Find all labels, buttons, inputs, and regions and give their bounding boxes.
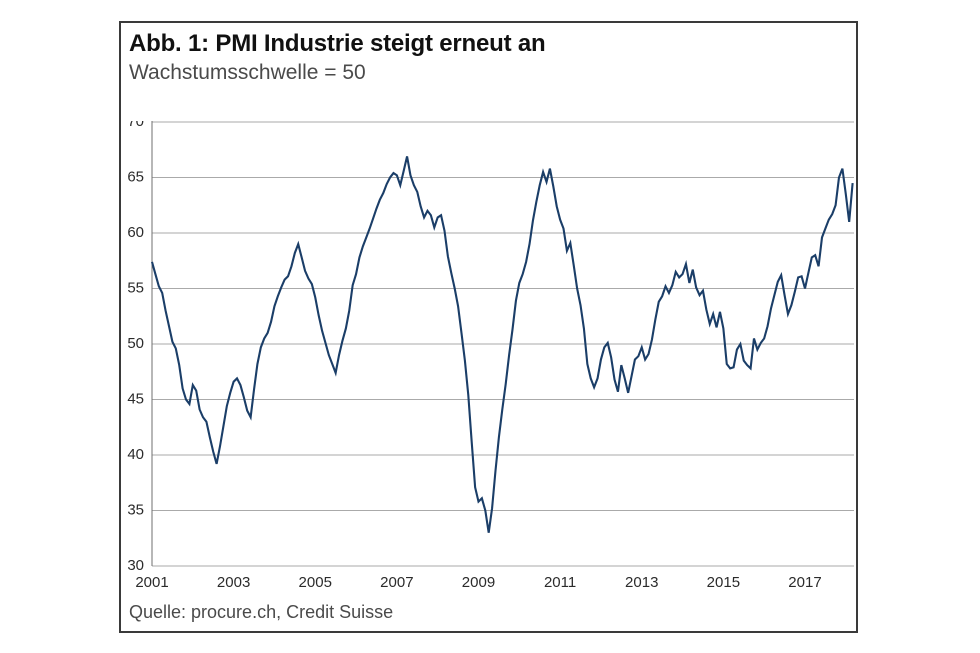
y-axis-tick-labels: 30 35 40 45 50 55 60 65 70 bbox=[127, 121, 144, 574]
source-note: Quelle: procure.ch, Credit Suisse bbox=[129, 602, 394, 622]
gridlines bbox=[152, 121, 854, 567]
title-block: Abb. 1: PMI Industrie steigt erneut an W… bbox=[129, 29, 849, 87]
x-axis-tick-label: 2001 bbox=[135, 574, 168, 591]
pmi-series-line bbox=[150, 156, 854, 533]
y-axis-tick-label: 35 bbox=[127, 501, 144, 518]
y-axis-tick-label: 70 bbox=[127, 121, 144, 130]
x-axis-tick-labels: 2001 2003 2005 2007 2009 2011 2013 2015 2017 bbox=[135, 574, 821, 591]
x-axis-tick-label: 2011 bbox=[544, 574, 576, 591]
x-axis-tick-label: 2015 bbox=[707, 574, 740, 591]
y-axis-tick-label: 45 bbox=[127, 390, 144, 407]
x-axis-tick-label: 2003 bbox=[217, 574, 250, 591]
y-axis-tick-label: 50 bbox=[127, 335, 144, 352]
y-axis-tick-label: 60 bbox=[127, 224, 144, 241]
x-axis-tick-label: 2013 bbox=[625, 574, 658, 591]
x-axis-tick-label: 2017 bbox=[788, 574, 821, 591]
x-axis-tick-label: 2005 bbox=[299, 574, 332, 591]
figure-panel: Abb. 1: PMI Industrie steigt erneut an W… bbox=[119, 21, 858, 633]
y-axis-tick-label: 65 bbox=[127, 168, 144, 185]
x-axis-tick-label: 2009 bbox=[462, 574, 495, 591]
page-title: Abb. 1: PMI Industrie steigt erneut an bbox=[129, 30, 546, 57]
y-axis-tick-label: 30 bbox=[127, 557, 144, 574]
y-axis-tick-label: 55 bbox=[127, 279, 144, 296]
chart-subtitle: Wachstumsschwelle = 50 bbox=[129, 61, 366, 84]
x-axis-tick-label: 2007 bbox=[380, 574, 413, 591]
y-axis-tick-label: 40 bbox=[127, 446, 144, 463]
